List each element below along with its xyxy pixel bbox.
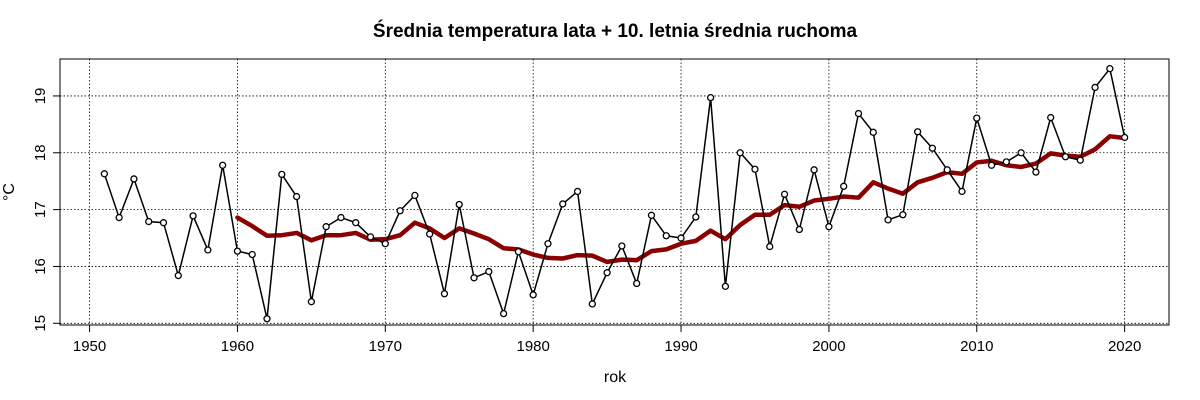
annual-point (1061, 153, 1070, 161)
annual-point (825, 223, 833, 231)
annual-point (470, 274, 478, 282)
annual-point (899, 211, 907, 219)
annual-line (103, 66, 1126, 319)
plot-frame (59, 58, 1170, 326)
annual-point (426, 230, 434, 238)
annual-point (721, 282, 730, 291)
moving-average-series (235, 134, 1127, 265)
annual-point (1047, 113, 1055, 122)
annual-point (987, 161, 996, 169)
x-tick-label: 1960 (221, 338, 254, 355)
y-tick-label: 17 (32, 201, 49, 218)
annual-point (1017, 149, 1025, 157)
annual-point (204, 246, 212, 254)
moving-average-line (235, 134, 1127, 265)
y-tick-label: 15 (32, 315, 49, 332)
x-tick-label: 2020 (1108, 338, 1141, 355)
annual-point (958, 187, 966, 196)
annual-point (706, 93, 715, 102)
annual-point (810, 166, 818, 174)
annual-point (647, 211, 656, 219)
y-axis-label: °C (1, 183, 18, 201)
x-tick-label: 1980 (516, 338, 549, 355)
y-tick-label: 19 (32, 88, 49, 105)
annual-point (618, 242, 626, 250)
annual-point (115, 213, 123, 222)
annual-point (780, 190, 789, 198)
x-tick-label: 1950 (73, 338, 106, 355)
chart-title: Średnia temperatura lata + 10. letnia śr… (373, 20, 858, 42)
annual-point (233, 247, 242, 255)
x-tick-label: 1990 (664, 338, 697, 355)
annual-point (603, 269, 611, 277)
annual-point (559, 200, 567, 208)
annual-point (485, 267, 493, 276)
annual-point (588, 300, 596, 308)
annual-point (1106, 65, 1114, 73)
annual-point (100, 170, 109, 178)
annual-point (973, 114, 981, 122)
annual-point (440, 290, 449, 298)
annual-point (455, 200, 463, 209)
annual-point (381, 240, 389, 248)
annual-point (1076, 156, 1084, 164)
annual-point (1091, 83, 1099, 92)
annual-point (278, 170, 286, 179)
annual-point (189, 212, 197, 220)
annual-point (928, 144, 937, 152)
annual-point (337, 213, 345, 222)
x-tick-label: 2010 (960, 338, 993, 355)
annual-point (884, 216, 892, 224)
annual-point (736, 149, 744, 157)
x-tick-label: 2000 (812, 338, 845, 355)
y-tick-label: 16 (32, 258, 49, 275)
annual-point (766, 242, 774, 251)
x-axis-label: rok (604, 369, 627, 386)
annual-point (396, 207, 404, 215)
annual-point (292, 192, 301, 201)
annual-point (854, 109, 863, 118)
annual-point (1032, 168, 1040, 176)
annual-point (943, 166, 951, 174)
y-tick-label: 18 (32, 144, 49, 161)
annual-point (219, 161, 227, 169)
annual-point (411, 191, 419, 200)
annual-point (159, 219, 168, 227)
annual-point (751, 165, 759, 173)
annual-point (307, 298, 316, 306)
annual-point (366, 233, 375, 241)
annual-point (1120, 133, 1129, 142)
annual-point (514, 248, 523, 256)
annual-point (248, 250, 256, 259)
x-axis: 1950 1960 1970 1980 1990 2000 2010 2020 (73, 324, 1141, 355)
annual-point (662, 232, 670, 240)
annual-point (573, 187, 582, 196)
annual-point (677, 234, 685, 242)
annual-series (100, 65, 1129, 323)
annual-point (145, 217, 153, 226)
y-axis: 15 16 17 18 19 (32, 88, 60, 332)
x-tick-label: 1970 (369, 338, 402, 355)
annual-point (529, 291, 537, 299)
annual-point (499, 309, 508, 318)
annual-point (840, 182, 848, 190)
annual-point (263, 315, 271, 323)
annual-point (544, 240, 552, 248)
annual-point (352, 219, 360, 227)
annual-point (692, 213, 700, 221)
annual-point (913, 128, 922, 136)
annual-point (1002, 158, 1010, 166)
annual-point (174, 271, 182, 280)
annual-point (795, 225, 803, 234)
annual-point (633, 279, 641, 288)
annual-point (322, 223, 330, 231)
annual-point (869, 128, 877, 136)
grid (60, 59, 1169, 325)
annual-point (130, 175, 138, 183)
